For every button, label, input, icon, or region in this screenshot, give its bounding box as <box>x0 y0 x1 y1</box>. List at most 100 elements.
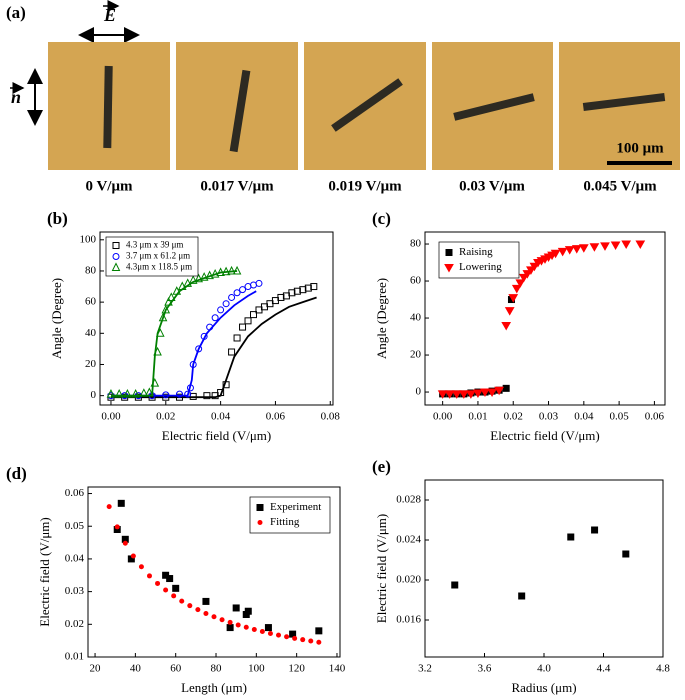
marker <box>239 323 247 331</box>
marker <box>195 345 203 353</box>
x-tick-label: 0.02 <box>156 411 175 423</box>
marker <box>589 243 600 252</box>
marker <box>518 273 529 283</box>
panel-label: (d) <box>6 464 27 483</box>
chart: (b) 0.00 0.02 0.04 0.06 0.08 0 20 40 60 80 100 Elect… <box>47 209 340 443</box>
marker <box>300 637 306 643</box>
marker <box>501 321 512 331</box>
marker <box>293 287 301 295</box>
y-tick-label: 0.04 <box>65 552 85 564</box>
x-tick-label: 0.06 <box>266 411 286 423</box>
fit-line <box>111 270 238 397</box>
marker <box>244 607 252 615</box>
marker <box>267 630 273 636</box>
caption: 0.03 V/μm <box>459 178 525 194</box>
marker <box>635 240 646 250</box>
x-tick-label: 100 <box>248 663 265 675</box>
marker <box>284 634 290 640</box>
legend-marker <box>112 242 120 249</box>
x-tick-label: 140 <box>329 663 346 675</box>
marker <box>171 593 177 599</box>
marker <box>316 639 322 645</box>
x-tick-label: 0.00 <box>433 411 453 423</box>
y-tick-label: 80 <box>85 264 97 276</box>
marker <box>172 584 180 592</box>
marker <box>227 619 233 625</box>
marker <box>571 245 582 254</box>
legend-marker <box>444 264 454 273</box>
marker <box>437 390 448 399</box>
x-axis-title: Radius (μm) <box>511 680 576 695</box>
legend-marker <box>256 504 264 511</box>
y-tick-label: 0.024 <box>396 534 421 546</box>
y-tick-label: 0.02 <box>65 618 84 630</box>
x-tick-label: 0.04 <box>211 411 231 423</box>
y-tick-label: 100 <box>80 233 97 245</box>
y-tick-label: 0.03 <box>65 585 85 597</box>
y-tick-label: 40 <box>410 312 422 324</box>
marker <box>600 242 610 251</box>
marker <box>480 388 490 398</box>
marker <box>591 526 599 534</box>
x-tick-label: 0.08 <box>321 411 341 423</box>
x-tick-label: 0.02 <box>504 411 523 423</box>
legend-label: 4.3 μm x 39 μm <box>126 240 183 250</box>
marker <box>155 580 161 586</box>
caption: 0.019 V/μm <box>328 178 402 194</box>
marker <box>557 247 568 257</box>
y-tick-label: 0.020 <box>396 574 421 586</box>
field-label: E <box>103 5 116 25</box>
marker <box>158 312 168 322</box>
x-tick-label: 4.0 <box>537 663 551 675</box>
legend-marker <box>445 249 453 256</box>
marker <box>106 504 112 510</box>
y-axis-title: Angle (Degree) <box>49 278 64 359</box>
marker <box>304 284 312 292</box>
fit-line <box>111 290 257 397</box>
marker <box>610 241 621 250</box>
marker <box>550 249 561 259</box>
marker <box>264 624 272 632</box>
y-tick-label: 40 <box>85 327 97 339</box>
micrographs: 100 μm <box>48 42 680 170</box>
marker <box>235 622 241 628</box>
marker <box>179 598 185 604</box>
x-tick-label: 0.05 <box>609 411 629 423</box>
marker <box>578 244 589 253</box>
y-tick-label: 20 <box>410 349 422 361</box>
x-tick-label: 0.00 <box>101 411 121 423</box>
marker <box>184 390 192 398</box>
marker <box>310 283 318 291</box>
marker <box>195 607 201 613</box>
marker <box>219 617 225 623</box>
marker <box>194 273 203 283</box>
marker <box>292 635 298 641</box>
caption: 0 V/μm <box>86 178 133 194</box>
marker <box>166 575 174 583</box>
rod <box>103 65 113 149</box>
marker <box>451 390 462 399</box>
x-tick-label: 3.2 <box>418 663 432 675</box>
marker <box>458 390 469 399</box>
marker <box>146 573 152 579</box>
marker <box>567 533 575 541</box>
chart: (c) 0.00 0.01 0.02 0.03 0.04 0.05 0.06 0 20 40 60 80… <box>372 209 666 443</box>
x-tick-label: 120 <box>288 663 305 675</box>
legend-box <box>438 241 520 279</box>
y-tick-label: 80 <box>410 238 422 250</box>
rod <box>453 93 535 121</box>
panel-label: (a) <box>6 3 26 22</box>
marker <box>451 581 459 589</box>
x-tick-label: 0.03 <box>539 411 559 423</box>
y-tick-label: 0 <box>416 386 422 398</box>
plot-frame <box>99 231 334 406</box>
marker <box>504 307 515 316</box>
marker <box>233 334 241 342</box>
marker <box>277 293 285 301</box>
y-axis-title: Angle (Degree) <box>374 278 389 359</box>
marker <box>444 390 455 399</box>
x-tick-label: 4.8 <box>656 663 670 675</box>
legend-label: 3.7 μm x 61.2 μm <box>126 251 190 261</box>
legend-box <box>249 496 331 534</box>
marker <box>315 627 323 635</box>
